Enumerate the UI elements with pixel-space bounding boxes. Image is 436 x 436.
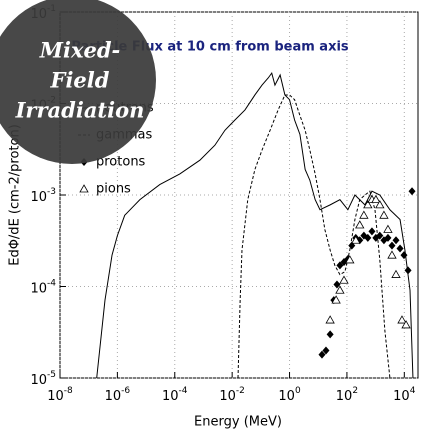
data-point xyxy=(408,187,416,196)
data-point xyxy=(363,200,373,209)
data-point xyxy=(326,330,334,339)
x-tick-label: 10-4 xyxy=(162,386,188,404)
x-tick-label: 10-6 xyxy=(105,386,131,404)
data-line xyxy=(237,94,391,379)
data-point xyxy=(336,261,344,270)
data-point xyxy=(379,210,389,219)
data-point xyxy=(345,255,355,264)
data-point xyxy=(391,269,401,278)
overlay-badge xyxy=(0,0,156,164)
y-tick-label: 10-5 xyxy=(30,370,56,388)
data-point xyxy=(397,315,407,324)
data-point xyxy=(387,250,397,259)
data-point xyxy=(404,266,412,275)
x-axis-label: Energy (MeV) xyxy=(194,415,282,430)
data-point xyxy=(322,346,330,355)
data-point xyxy=(401,320,411,329)
data-point xyxy=(368,227,376,236)
data-point xyxy=(376,231,384,240)
data-point xyxy=(325,315,335,324)
data-point xyxy=(392,236,400,245)
legend-label: pions xyxy=(96,182,131,197)
overlay-text: Mixed- xyxy=(39,38,121,63)
x-tick-label: 102 xyxy=(336,386,358,404)
x-tick-label: 100 xyxy=(278,386,301,404)
data-point xyxy=(331,295,341,304)
data-point xyxy=(384,233,392,242)
data-point xyxy=(339,275,349,284)
y-tick-label: 10-3 xyxy=(30,187,56,205)
data-point xyxy=(400,251,408,260)
x-tick-label: 104 xyxy=(393,386,416,404)
data-point xyxy=(355,220,365,229)
data-point xyxy=(333,280,341,289)
data-point xyxy=(383,224,393,233)
x-tick-label: 10-2 xyxy=(219,386,245,404)
data-point xyxy=(351,235,361,244)
x-tick-label: 10-8 xyxy=(47,386,73,404)
legend-swatch xyxy=(79,184,89,193)
overlay-text: Irradiation xyxy=(15,98,145,123)
data-point xyxy=(371,194,381,204)
data-point xyxy=(375,200,385,209)
data-point xyxy=(318,350,326,359)
y-axis-label: EdΦ/dE (cm-2/proton) xyxy=(8,124,23,266)
data-point xyxy=(335,285,345,294)
y-tick-label: 10-4 xyxy=(30,278,56,296)
data-point xyxy=(364,233,372,242)
data-point xyxy=(359,210,369,219)
data-point xyxy=(388,241,396,250)
legend-label: protons xyxy=(96,155,146,170)
data-point xyxy=(396,244,404,253)
overlay-text: Field xyxy=(50,68,110,93)
